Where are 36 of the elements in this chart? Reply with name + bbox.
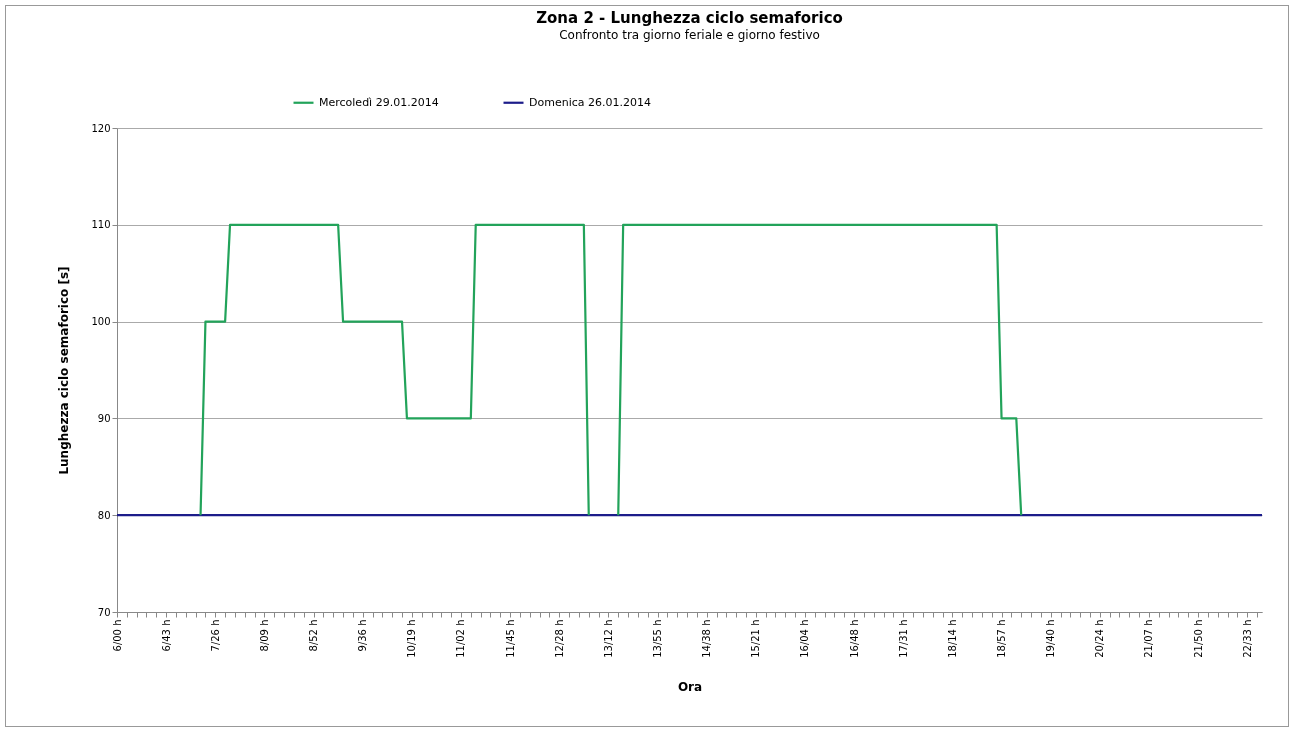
y-tick-label: 90 [97, 412, 111, 424]
x-tick-label: 11/45 h [504, 619, 516, 658]
x-tick-label: 6/43 h [160, 619, 172, 652]
x-tick-label: 22/33 h [1241, 619, 1253, 658]
x-tick-label: 15/21 h [750, 619, 762, 658]
x-tick-label: 7/26 h [209, 619, 221, 652]
x-tick-label: 13/12 h [602, 619, 614, 658]
x-tick-label: 14/38 h [701, 619, 713, 658]
x-tick-label: 16/04 h [799, 619, 811, 658]
x-tick-label: 6/00 h [111, 619, 123, 652]
legend-label: Mercoledì 29.01.2014 [319, 95, 439, 109]
x-tick-label: 10/19 h [406, 619, 418, 658]
chart-title: Zona 2 - Lunghezza ciclo semaforico [536, 9, 843, 27]
x-tick-label: 8/52 h [308, 619, 320, 652]
x-tick-label: 19/40 h [1045, 619, 1057, 658]
y-axis-title: Lunghezza ciclo semaforico [s] [57, 266, 72, 475]
x-tick-label: 8/09 h [258, 619, 270, 652]
x-tick-label: 12/28 h [553, 619, 565, 658]
x-tick-label: 16/48 h [848, 619, 860, 658]
x-tick-label: 18/57 h [996, 619, 1008, 658]
x-tick-label: 17/31 h [897, 619, 909, 658]
x-tick-label: 21/07 h [1143, 619, 1155, 658]
y-tick-label: 110 [91, 219, 111, 231]
x-tick-label: 20/24 h [1094, 619, 1106, 658]
y-tick-label: 100 [91, 316, 111, 328]
y-tick-label: 80 [97, 509, 111, 521]
x-tick-label: 11/02 h [455, 619, 467, 658]
chart-subtitle: Confronto tra giorno feriale e giorno festivo [559, 28, 820, 42]
x-tick-label: 21/50 h [1192, 619, 1204, 658]
x-tick-label: 9/36 h [357, 619, 369, 652]
y-tick-label: 70 [97, 606, 111, 618]
x-tick-label: 13/55 h [652, 619, 664, 658]
x-tick-label: 18/14 h [946, 619, 958, 658]
y-tick-label: 120 [91, 122, 111, 134]
x-axis-title: Ora [677, 679, 703, 694]
legend-label: Domenica 26.01.2014 [529, 95, 651, 109]
